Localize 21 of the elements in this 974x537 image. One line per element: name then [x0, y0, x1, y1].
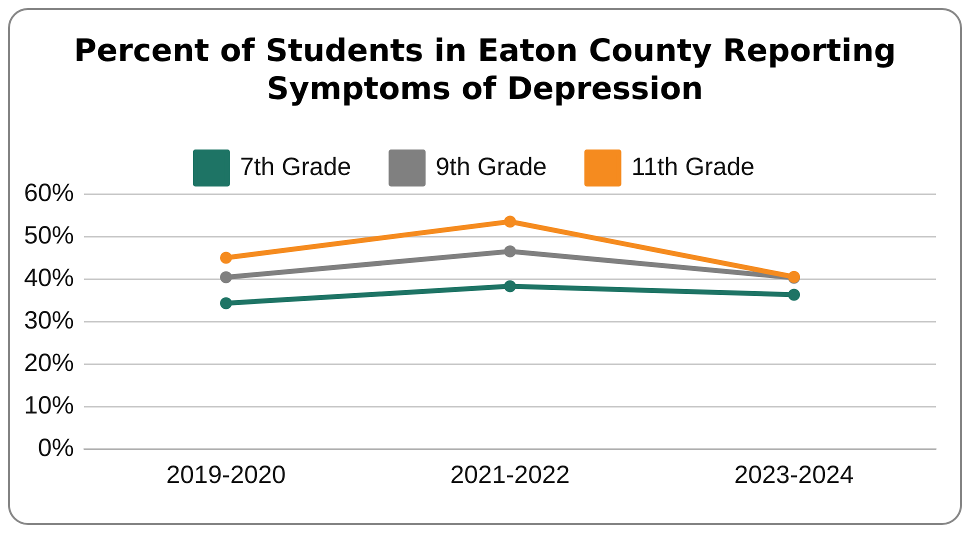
point [220, 252, 232, 264]
y-tick-label: 20% [24, 348, 74, 377]
point [220, 297, 232, 310]
point [788, 288, 800, 301]
y-tick-label: 50% [24, 221, 74, 250]
legend-label: 9th Grade [436, 152, 547, 181]
point [504, 280, 516, 292]
point [220, 271, 232, 284]
point [504, 216, 516, 228]
x-tick-label: 2019-2020 [166, 460, 286, 489]
legend-label: 7th Grade [240, 152, 352, 181]
y-tick-label: 40% [24, 264, 74, 292]
y-tick-label: 60% [24, 178, 74, 207]
y-tick-label: 0% [38, 434, 74, 462]
y-tick-label: 30% [24, 306, 74, 334]
chart-title: Percent of Students in Eaton County Reporting Symptoms of Depression [72, 32, 898, 109]
y-tick-label: 10% [24, 391, 74, 420]
x-tick-label: 2023-2024 [734, 460, 854, 489]
point [504, 245, 516, 258]
legend-label: 11th Grade [631, 152, 755, 181]
x-tick-label: 2021-2022 [450, 460, 570, 489]
